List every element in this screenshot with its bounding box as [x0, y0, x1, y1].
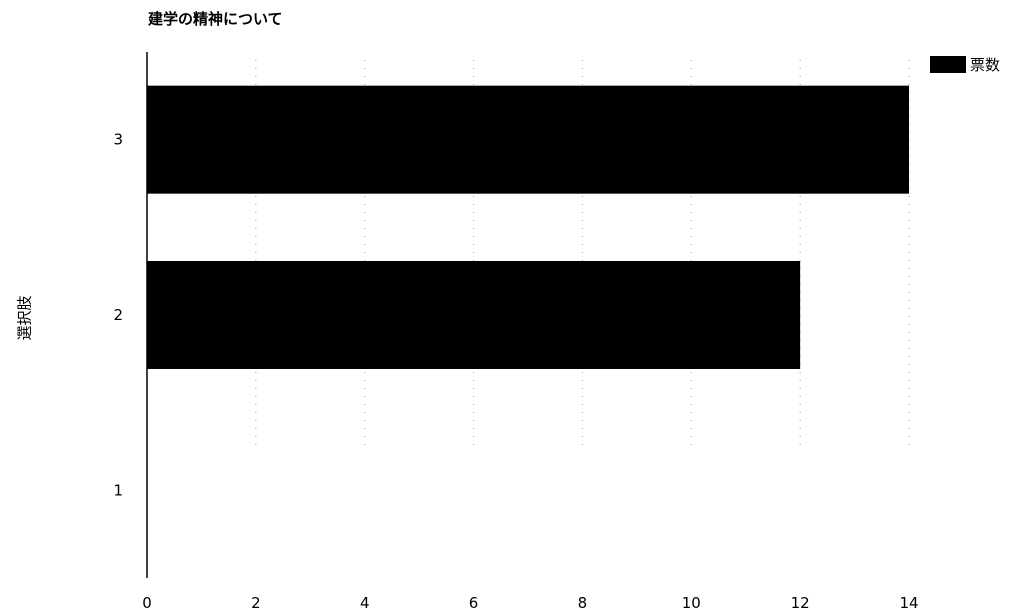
chart-title: 建学の精神について — [148, 10, 283, 28]
y-tick-label-2: 2 — [113, 306, 123, 324]
x-tick-label-14: 14 — [899, 594, 918, 612]
legend-swatch — [930, 56, 966, 73]
bar-2 — [147, 261, 801, 369]
x-tick-label-4: 4 — [360, 594, 370, 612]
x-tick-label-2: 2 — [251, 594, 261, 612]
bar-3 — [147, 85, 909, 194]
x-tick-label-6: 6 — [469, 594, 479, 612]
legend: 票数 — [930, 54, 1000, 75]
x-tick-label-12: 12 — [791, 594, 810, 612]
y-tick-label-3: 3 — [113, 131, 123, 149]
y-tick-label-1: 1 — [113, 481, 123, 499]
x-tick-label-0: 0 — [142, 594, 152, 612]
x-tick-label-10: 10 — [682, 594, 701, 612]
x-tick-label-8: 8 — [578, 594, 588, 612]
legend-label: 票数 — [970, 56, 1001, 74]
